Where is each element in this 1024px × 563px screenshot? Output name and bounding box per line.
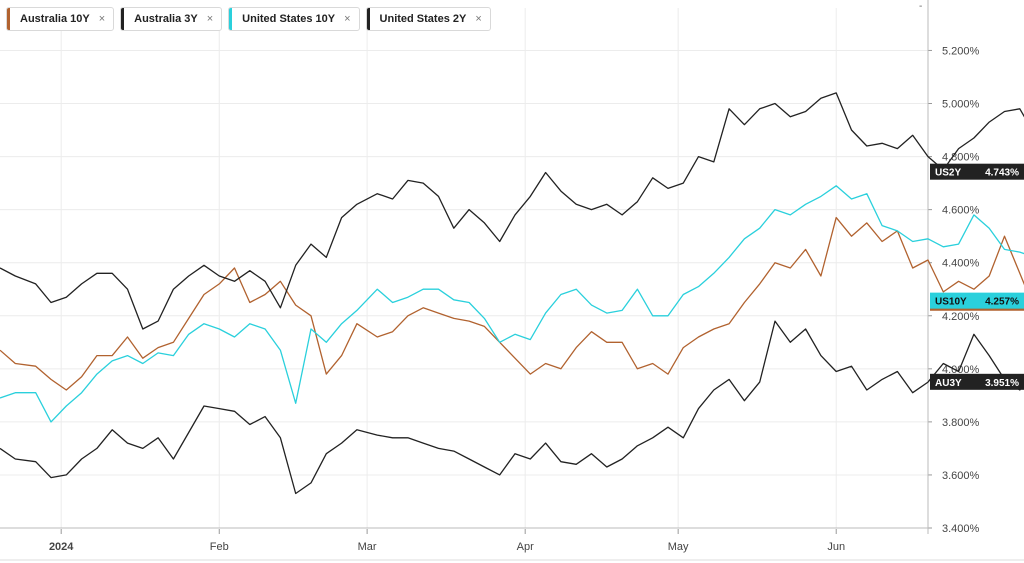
legend-chip-united-states-2y[interactable]: United States 2Y × xyxy=(365,7,491,31)
last-value-tag-au3y: AU3Y 3.951% xyxy=(930,373,1024,390)
last-value-tag-us2y: US2Y 4.743% xyxy=(930,163,1024,180)
series-line-australia-10y xyxy=(0,216,1024,391)
y-tick-label: 3.400% xyxy=(942,523,980,535)
series-line-united-states-2y xyxy=(0,92,1024,330)
series-line-australia-3y xyxy=(0,320,1024,495)
australia-3y-swatch xyxy=(121,8,125,30)
x-tick-label: May xyxy=(668,541,689,553)
y-tick-label: 4.000% xyxy=(942,364,980,376)
tag-background xyxy=(930,373,1024,390)
last-value-tag-us10y: US10Y 4.257% xyxy=(930,292,1024,309)
close-icon[interactable]: × xyxy=(206,13,214,25)
australia-10y-swatch xyxy=(7,8,10,30)
tag-value: 4.257% xyxy=(985,297,1019,308)
series-line-united-states-10y xyxy=(0,185,1024,423)
tag-symbol: US10Y xyxy=(935,297,967,308)
x-tick-label: Jun xyxy=(827,541,845,553)
y-tick-label: 3.600% xyxy=(942,470,980,482)
x-tick-label: Feb xyxy=(210,541,229,553)
y-tick-label: 4.200% xyxy=(942,311,980,323)
legend-label: United States 2Y xyxy=(379,13,467,25)
tag-value: 3.951% xyxy=(985,378,1019,389)
y-tick-label: 4.800% xyxy=(942,152,980,164)
y-tick-label: 5.200% xyxy=(942,45,980,57)
x-tick-label: Apr xyxy=(517,541,534,553)
united-states-2y-swatch xyxy=(366,8,370,30)
legend-chip-australia-10y[interactable]: Australia 10Y × xyxy=(6,7,115,31)
tag-background xyxy=(930,292,1024,309)
y-tick-label: 4.600% xyxy=(942,205,980,217)
tag-symbol: US2Y xyxy=(935,168,961,179)
legend-chip-australia-3y[interactable]: Australia 3Y × xyxy=(120,7,223,31)
tag-background xyxy=(930,163,1024,180)
legend: Australia 10Y × Australia 3Y × United St… xyxy=(6,7,491,31)
legend-label: United States 10Y xyxy=(242,13,336,25)
y-tick-label: 5.000% xyxy=(942,99,980,111)
legend-label: Australia 3Y xyxy=(134,13,198,25)
tag-value: 4.743% xyxy=(985,168,1019,179)
y-tick-label: 4.400% xyxy=(942,258,980,270)
x-tick-label: 2024 xyxy=(49,541,74,553)
tag-symbol: AU3Y xyxy=(935,378,962,389)
close-icon[interactable]: × xyxy=(344,13,351,25)
close-icon[interactable]: × xyxy=(475,13,482,25)
close-icon[interactable]: × xyxy=(98,13,106,25)
united-states-10y-swatch xyxy=(229,8,233,30)
y-tick-label: 3.800% xyxy=(942,417,980,429)
legend-chip-united-states-10y[interactable]: United States 10Y × xyxy=(228,7,360,31)
chart-menu-icon[interactable]: - xyxy=(919,1,923,12)
legend-label: Australia 10Y xyxy=(20,13,90,25)
x-tick-label: Mar xyxy=(358,541,377,553)
